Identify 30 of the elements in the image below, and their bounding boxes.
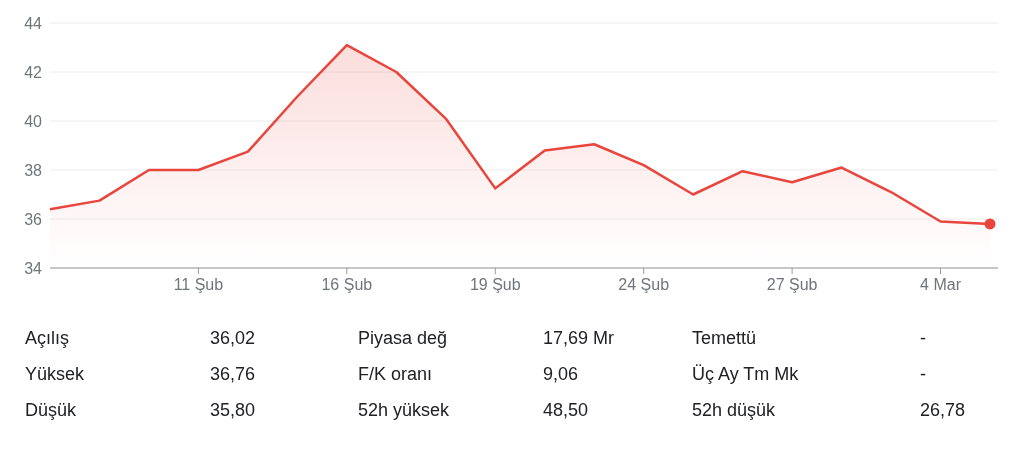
x-tick-label: 16 Şub: [321, 276, 373, 293]
x-tick-label: 19 Şub: [469, 276, 521, 293]
text: 52h yüksek: [358, 400, 450, 421]
text: 36,76: [210, 364, 256, 385]
y-tick-label: 38: [24, 161, 43, 179]
y-tick-label: 44: [24, 14, 43, 32]
text: 52h düşük: [692, 400, 776, 421]
text: Üç Ay Tm Mk: [692, 364, 799, 385]
x-tick-label: 11 Şub: [173, 276, 224, 293]
text: Düşük: [25, 400, 77, 421]
x-tick-label: 4 Mar: [920, 276, 962, 293]
text: -: [920, 328, 926, 349]
text: 17,69 Mr: [543, 328, 615, 349]
text: Piyasa değ: [358, 328, 448, 349]
text: 35,80: [210, 400, 256, 421]
text: 36,02: [210, 328, 256, 349]
text: Yüksek: [25, 364, 85, 385]
text: Açılış: [25, 328, 70, 349]
x-tick-label: 24 Şub: [618, 276, 670, 293]
y-tick-label: 36: [24, 210, 43, 228]
y-tick-label: 40: [24, 112, 43, 130]
y-tick-label: 42: [24, 63, 43, 81]
text: -: [920, 364, 926, 385]
text: F/K oranı: [358, 364, 433, 385]
x-tick-label: 27 Şub: [766, 276, 818, 293]
text: Temettü: [692, 328, 757, 349]
text: 9,06: [543, 364, 579, 385]
text: 26,78: [920, 400, 966, 421]
text: 48,50: [543, 400, 589, 421]
y-tick-label: 34: [24, 259, 43, 277]
